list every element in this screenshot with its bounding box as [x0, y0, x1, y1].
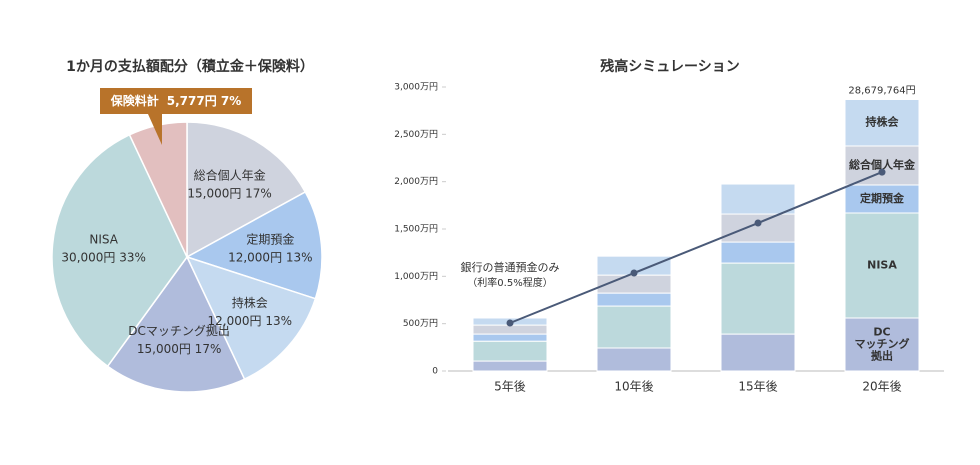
x-tick-label: 20年後	[862, 380, 901, 394]
y-tick-label: 500万円	[403, 318, 438, 329]
line-point	[630, 269, 638, 277]
slice-value: 30,000円 33%	[61, 251, 145, 265]
slice-name: 保険料計	[110, 93, 159, 108]
series-label: 総合個人年金	[849, 157, 916, 171]
x-tick-label: 10年後	[614, 380, 653, 394]
line-point	[878, 168, 886, 176]
bar-segment	[472, 333, 548, 342]
bar-segment	[720, 333, 796, 372]
series-label: DC マッチング拠出	[855, 325, 910, 362]
slice-value: 12,000円 13%	[228, 251, 312, 265]
series-label: 定期預金	[860, 191, 905, 205]
bar-segment	[720, 241, 796, 264]
bar-segment	[596, 305, 672, 349]
pie-slice	[185, 255, 317, 381]
callout-label: 保険料計 5,777円 7%	[110, 93, 242, 108]
slice-name: DCマッチング拠出	[128, 324, 230, 338]
bar-segment	[596, 292, 672, 307]
series-label: 持株会	[866, 115, 900, 129]
callout	[100, 88, 252, 146]
bar-segment	[596, 347, 672, 372]
bar-segment	[720, 213, 796, 243]
x-tick-label: 15年後	[738, 380, 777, 394]
bar-segment	[720, 183, 796, 215]
pie-slice	[185, 190, 323, 300]
x-tick-label: 5年後	[494, 380, 526, 394]
y-tick-label: 2,500万円	[394, 129, 438, 140]
slice-name: 総合個人年金	[194, 167, 266, 182]
series-label: NISA	[867, 258, 897, 271]
pie-title: 1か月の支払額配分（積立金＋保険料）	[66, 58, 314, 75]
bar-title: 残高シミュレーション	[600, 58, 739, 75]
y-tick-label: 3,000万円	[394, 82, 438, 93]
y-tick-label: 2,000万円	[394, 176, 438, 187]
bar-segment	[844, 184, 920, 214]
pie-slice	[51, 133, 188, 368]
slice-name: 持株会	[232, 295, 268, 310]
y-tick-label: 1,000万円	[394, 271, 438, 282]
line-point	[754, 219, 762, 227]
slice-value: 15,000円 17%	[187, 186, 271, 200]
bar-segment	[844, 98, 920, 147]
bar-segment	[472, 360, 548, 372]
bar-segment	[472, 340, 548, 362]
slice-value: 12,000円 13%	[208, 314, 292, 328]
slice-name: NISA	[89, 233, 118, 247]
y-tick-label: 0	[432, 367, 438, 377]
slice-value: 15,000円 17%	[137, 342, 221, 356]
line	[509, 171, 883, 324]
slice-name: 定期預金	[246, 232, 294, 247]
line-note: （利率0.5%程度）	[467, 276, 552, 289]
total-label: 28,679,764円	[848, 85, 915, 96]
bar-segment	[844, 212, 920, 319]
y-tick-label: 1,500万円	[394, 224, 438, 235]
pie-slice	[186, 121, 307, 259]
bar-segment	[844, 145, 920, 186]
slice-value: 5,777円 7%	[167, 94, 242, 108]
line-point	[506, 319, 514, 327]
pie-slice	[106, 255, 246, 393]
bar-segment	[720, 262, 796, 335]
line-label: 銀行の普通預金のみ	[461, 260, 560, 274]
